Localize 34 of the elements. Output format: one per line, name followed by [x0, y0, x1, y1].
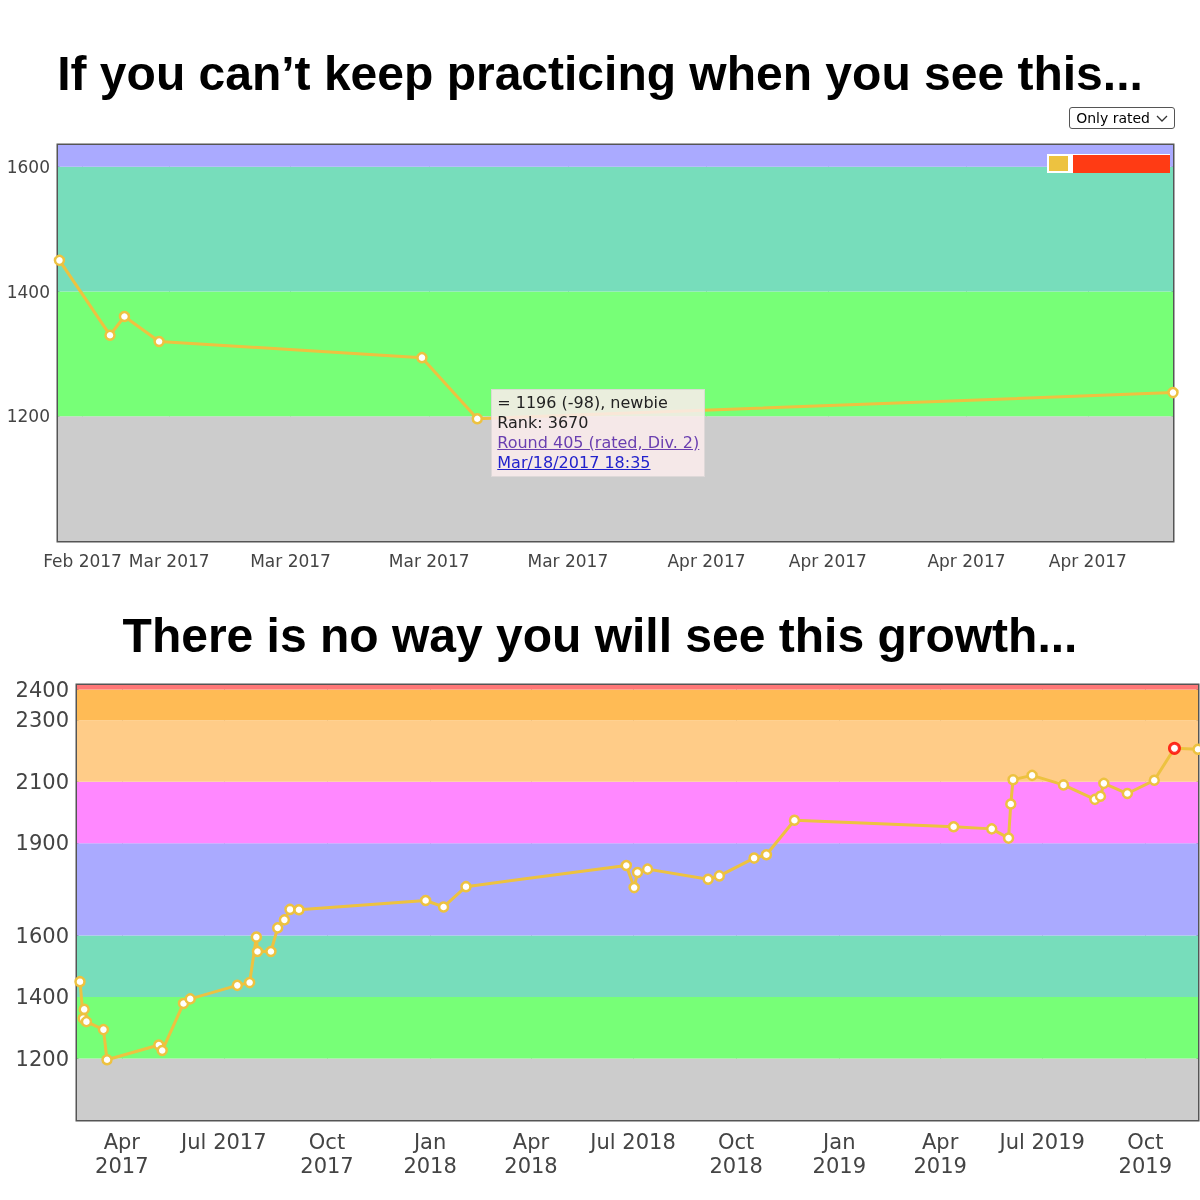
chart-title: There is no way you will see this growth...: [122, 608, 1078, 662]
y-tick-label: 1200: [6, 406, 50, 427]
x-tick-label: Jul 2017: [179, 1130, 267, 1154]
x-tick-label: Oct 2017: [300, 1130, 354, 1178]
x-tick-label: Apr 2017: [667, 551, 746, 571]
x-tick-label: Mar 2017: [250, 551, 331, 571]
x-tick-label: Oct 2019: [1118, 1130, 1173, 1178]
annotation: = 1196 (-98), newbie Rank: 3670 Round 405 (rated, Div. 2) Mar/18/2017 18:35: [497, 392, 700, 473]
x-tick-label: Apr 2018: [504, 1130, 558, 1178]
x-tick-label: Apr 2017: [1048, 551, 1127, 571]
chart-title: If you can’t keep practicing when you see this...: [57, 46, 1143, 100]
y-tick-label: 1600: [15, 923, 69, 948]
x-tick-label: Jan 2018: [403, 1130, 457, 1178]
x-tick-label: Jul 2018: [588, 1130, 676, 1154]
y-tick-label: 2300: [15, 708, 69, 733]
x-tick-label: Jul 2019: [997, 1130, 1085, 1154]
y-tick-label: 1400: [15, 985, 69, 1010]
y-tick-label: 2400: [15, 677, 69, 702]
y-tick-label: 2100: [15, 769, 69, 794]
x-tick-label: Oct 2018: [709, 1130, 763, 1178]
x-tick-label: Apr 2017: [788, 551, 867, 571]
dropdown: Only rated: [1069, 107, 1175, 129]
y-tick-label: 1600: [6, 156, 50, 177]
x-tick-label: Mar 2017: [128, 551, 210, 571]
y-tick-label: 1200: [15, 1046, 69, 1071]
x-tick-label: Feb 2017: [43, 551, 122, 571]
x-tick-label: Jan 2019: [812, 1130, 867, 1178]
y-tick-label: 1400: [6, 281, 50, 302]
x-tick-label: Apr 2019: [913, 1130, 967, 1178]
x-tick-label: Apr 2017: [95, 1130, 149, 1178]
x-tick-label: Mar 2017: [527, 551, 609, 571]
x-tick-label: Mar 2017: [388, 551, 470, 571]
x-tick-label: Apr 2017: [927, 551, 1006, 571]
y-tick-label: 1900: [15, 831, 69, 856]
